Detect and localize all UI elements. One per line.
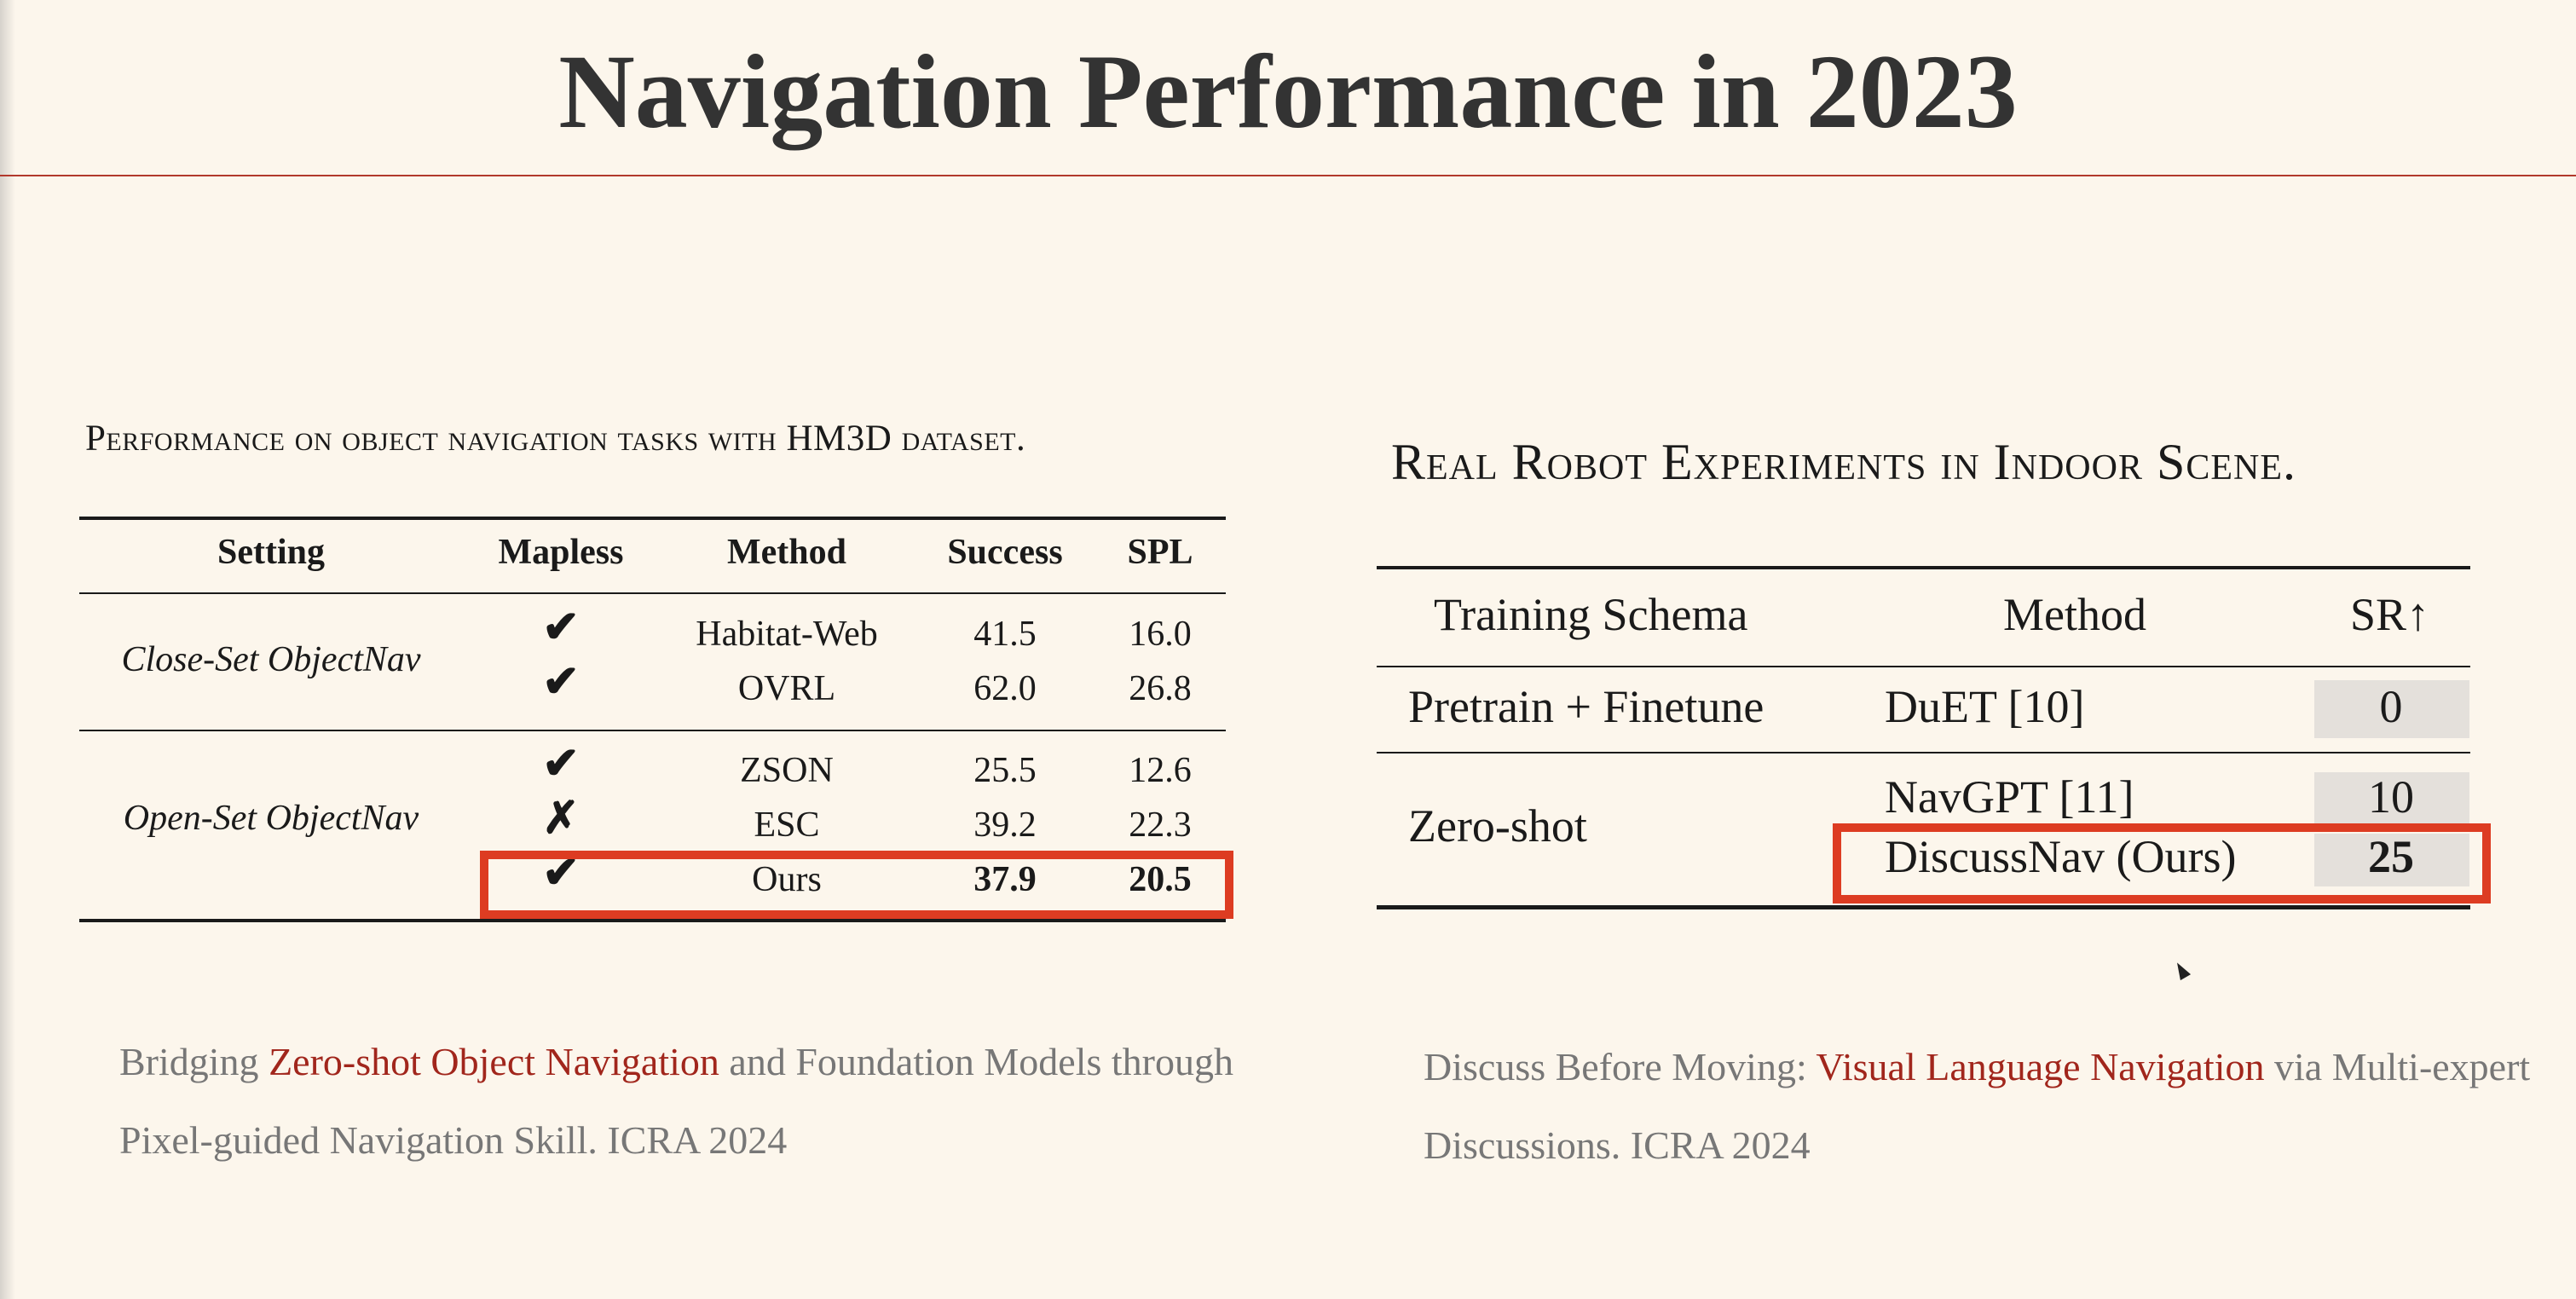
header-spl: SPL <box>1127 533 1193 572</box>
table-bottom-rule <box>79 919 1226 922</box>
table-cell-method: NavGPT [11] <box>1885 771 2134 823</box>
table-cell-success: 41.5 <box>973 615 1037 654</box>
mapless-cross-icon: ✗ <box>542 794 580 843</box>
reference-text: Discuss Before Moving: <box>1424 1045 1816 1088</box>
reference-highlight: Visual Language Navigation <box>1816 1045 2265 1088</box>
table-cell-method: Ours <box>752 860 822 899</box>
table-cell-spl: 12.6 <box>1129 751 1192 790</box>
table-top-rule <box>1377 566 2470 569</box>
group-zero-shot: Zero-shot <box>1408 800 1587 852</box>
mouse-cursor-icon <box>2171 959 2192 981</box>
mapless-check-icon: ✔ <box>542 603 580 652</box>
sr-cell-shade <box>2314 680 2469 738</box>
slide-title: Navigation Performance in 2023 <box>558 33 2018 150</box>
table-group-rule <box>79 730 1226 731</box>
mapless-check-icon: ✔ <box>542 658 580 707</box>
table-cell-success: 37.9 <box>973 860 1037 899</box>
table-cell-sr: 25 <box>2368 831 2414 882</box>
sr-cell-shade <box>2314 834 2469 886</box>
header-setting: Setting <box>217 533 325 572</box>
table-cell-method: DiscussNav (Ours) <box>1885 831 2237 882</box>
table-cell-success: 25.5 <box>973 751 1037 790</box>
object-navigation-table: Setting Mapless Method Success SPL Close… <box>79 517 1226 922</box>
group-open-set: Open-Set ObjectNav <box>123 799 419 838</box>
reference-left: Bridging Zero-shot Object Navigation and… <box>119 1023 1296 1180</box>
highlight-box-discussnav <box>1833 823 2491 904</box>
window-edge-shadow <box>0 0 15 1299</box>
right-table-caption: Real Robot Experiments in Indoor Scene. <box>1391 434 2297 490</box>
reference-right: Discuss Before Moving: Visual Language N… <box>1424 1028 2566 1185</box>
highlight-box-ours <box>480 851 1233 919</box>
table-group-rule <box>1377 752 2470 753</box>
table-cell-spl: 20.5 <box>1129 860 1192 899</box>
mapless-check-icon: ✔ <box>542 740 580 788</box>
reference-highlight: Zero-shot Object Navigation <box>269 1040 719 1083</box>
real-robot-table: Training Schema Method SR↑ Pretrain + Fi… <box>1377 566 2470 910</box>
table-cell-method: Habitat-Web <box>696 615 878 654</box>
left-table-caption: Performance on object navigation tasks w… <box>85 419 1026 459</box>
table-bottom-rule <box>1377 905 2470 909</box>
reference-text: Bridging <box>119 1040 269 1083</box>
table-cell-sr: 10 <box>2368 771 2414 823</box>
table-cell-success: 39.2 <box>973 805 1037 845</box>
header-mapless: Mapless <box>498 533 624 572</box>
table-cell-sr: 0 <box>2379 681 2403 732</box>
table-cell-method: DuET [10] <box>1885 681 2085 732</box>
group-close-set: Close-Set ObjectNav <box>121 640 421 679</box>
header-method: Method <box>2003 589 2146 640</box>
table-cell-spl: 16.0 <box>1129 615 1192 654</box>
header-method: Method <box>727 533 846 572</box>
table-cell-spl: 22.3 <box>1129 805 1192 845</box>
table-cell-success: 62.0 <box>973 669 1037 708</box>
group-pretrain-finetune: Pretrain + Finetune <box>1408 681 1765 732</box>
header-training-schema: Training Schema <box>1434 589 1748 640</box>
table-cell-spl: 26.8 <box>1129 669 1192 708</box>
table-top-rule <box>79 517 1226 520</box>
table-header-rule <box>79 592 1226 594</box>
header-sr: SR↑ <box>2350 589 2430 640</box>
table-cell-method: OVRL <box>737 669 836 708</box>
table-cell-method: ZSON <box>740 751 834 790</box>
sr-cell-shade <box>2314 772 2469 827</box>
reference-text: and Foundation Models through Pixel-guid… <box>119 1040 1233 1162</box>
header-success: Success <box>947 533 1063 572</box>
table-header-rule <box>1377 666 2470 667</box>
title-divider <box>0 175 2576 176</box>
reference-text: via Multi-expert Discussions. ICRA 2024 <box>1424 1045 2531 1167</box>
table-cell-method: ESC <box>754 805 820 845</box>
